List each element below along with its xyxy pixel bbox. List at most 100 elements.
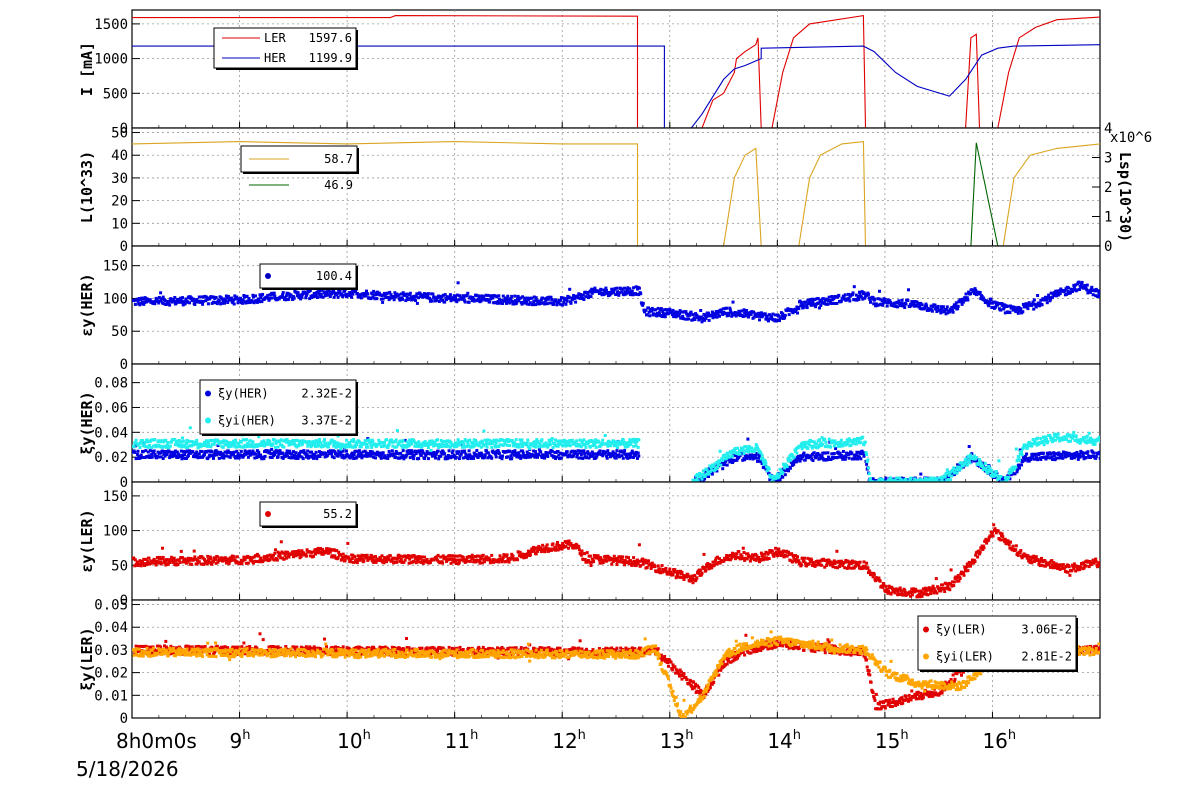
series-point — [952, 466, 955, 469]
series-point — [1034, 453, 1037, 456]
series-point — [515, 438, 518, 441]
series-point — [488, 301, 491, 304]
series-point — [297, 444, 300, 447]
series-point — [949, 478, 952, 481]
series-point — [518, 445, 521, 448]
series-point — [282, 291, 285, 294]
series-point — [268, 559, 271, 562]
series-point — [508, 450, 511, 453]
series-point — [606, 449, 609, 452]
series-point — [375, 297, 378, 300]
series-point — [1090, 286, 1093, 289]
y-tick-label: 50 — [111, 126, 128, 142]
series-point — [1078, 288, 1081, 291]
series-point — [582, 449, 585, 452]
series-point — [271, 442, 274, 445]
series-point — [793, 455, 796, 458]
y-tick-label: 100 — [103, 291, 128, 307]
series-point — [495, 442, 498, 445]
series-point — [615, 287, 618, 290]
series-point — [797, 307, 800, 310]
legend-value: 2.32E-2 — [301, 387, 352, 401]
series-point — [382, 451, 385, 454]
series-point — [1099, 291, 1102, 294]
series-point — [274, 446, 277, 449]
series-point — [1025, 453, 1028, 456]
series-point — [549, 443, 552, 446]
series-point — [209, 557, 212, 560]
series-point — [868, 472, 871, 475]
series-point — [910, 304, 913, 307]
series-point — [582, 438, 585, 441]
series-point — [615, 449, 618, 452]
series-point — [382, 297, 385, 300]
legend-value: 1199.9 — [309, 51, 352, 65]
series-point — [1033, 298, 1036, 301]
series-point — [711, 473, 714, 476]
series-point — [339, 290, 342, 293]
series-point — [646, 313, 649, 316]
series-point — [364, 439, 367, 442]
series-point — [498, 452, 501, 455]
series-point — [896, 305, 899, 308]
series-point — [861, 436, 864, 439]
y-axis-label: εy(LER) — [78, 509, 96, 572]
series-point — [333, 296, 336, 299]
series-point — [416, 302, 419, 305]
series-point — [1042, 452, 1045, 455]
series-point — [895, 477, 898, 480]
series-point — [405, 293, 408, 296]
series-point — [287, 298, 290, 301]
series-point — [350, 296, 353, 299]
series-point — [534, 450, 537, 453]
series-point — [803, 452, 806, 455]
series-point — [381, 301, 384, 304]
series-point — [342, 294, 345, 297]
series-point — [411, 451, 414, 454]
series-point — [1099, 453, 1102, 456]
series-point — [482, 430, 485, 433]
series-point — [402, 439, 405, 442]
series-point — [901, 299, 904, 302]
series-point — [435, 299, 438, 302]
series-point — [271, 297, 274, 300]
series-point — [291, 456, 294, 459]
series-point — [990, 298, 993, 301]
series-point — [486, 446, 489, 449]
legend-swatch — [265, 273, 271, 279]
series-point — [314, 445, 317, 448]
series-point — [330, 452, 333, 455]
series-point — [513, 295, 516, 298]
series-point — [823, 438, 826, 441]
series-point — [472, 442, 475, 445]
series-point — [590, 295, 593, 298]
series-point — [329, 295, 332, 298]
y2-axis-label: Lsp(10^30) — [1116, 152, 1134, 242]
y2-tick-label: 1 — [1104, 210, 1112, 226]
series-point — [796, 312, 799, 315]
series-point — [786, 465, 789, 468]
series-point — [746, 438, 749, 441]
series-point — [351, 293, 354, 296]
series-point — [521, 438, 524, 441]
series-point — [1026, 307, 1029, 310]
series-point — [380, 457, 383, 460]
y2-exponent-label: x10^6 — [1110, 130, 1152, 146]
series-point — [300, 555, 303, 558]
series-point — [842, 450, 845, 453]
series-point — [281, 452, 284, 455]
legend-name: ξy(HER) — [218, 387, 269, 401]
series-point — [650, 310, 653, 313]
series-point — [840, 300, 843, 303]
series-point — [537, 453, 540, 456]
series-point — [848, 300, 851, 303]
series-point — [551, 437, 554, 440]
series-point — [589, 446, 592, 449]
series-point — [225, 455, 228, 458]
series-point — [952, 311, 955, 314]
series-point — [155, 564, 158, 567]
series-point — [559, 299, 562, 302]
legend-swatch — [205, 418, 211, 424]
series-point — [743, 308, 746, 311]
